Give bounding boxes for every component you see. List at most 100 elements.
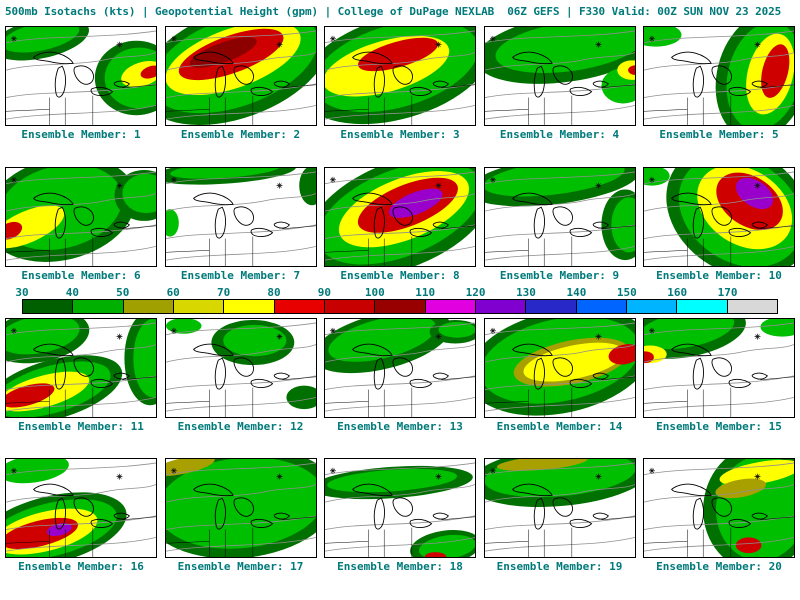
isotach-map — [325, 459, 475, 557]
ensemble-panel-6: Ensemble Member: 6 — [5, 167, 157, 282]
colorbar-tick: 30 — [15, 286, 29, 299]
station-star-icon — [170, 467, 282, 480]
map-member-14 — [483, 318, 636, 418]
state-borders — [484, 225, 635, 266]
colorbar-segment — [626, 300, 678, 313]
isotach-map — [484, 319, 635, 417]
panel-label: Ensemble Member: 19 — [496, 560, 623, 573]
panel-label: Ensemble Member: 9 — [499, 269, 620, 282]
colorbar-segment — [224, 300, 275, 313]
map-member-5 — [643, 26, 795, 126]
map-member-1 — [5, 26, 157, 126]
station-star-icon — [489, 327, 601, 340]
colorbar-segment — [274, 300, 325, 313]
state-borders — [644, 376, 794, 417]
ensemble-panel-4: Ensemble Member: 4 — [483, 26, 636, 141]
state-borders — [325, 225, 475, 266]
ensemble-panel-5: Ensemble Member: 5 — [643, 26, 795, 141]
state-borders — [644, 225, 794, 266]
isotach-map — [325, 27, 475, 125]
colorbar-segment — [576, 300, 627, 313]
great-lakes-outline — [671, 343, 768, 390]
state-borders — [484, 376, 635, 417]
station-star-icon — [10, 35, 123, 48]
great-lakes-outline — [511, 192, 609, 239]
great-lakes-outline — [33, 51, 130, 98]
ensemble-panel-19: Ensemble Member: 19 — [483, 458, 636, 573]
isotach-map — [165, 319, 316, 417]
colorbar-segment — [475, 300, 527, 313]
colorbar-tick: 60 — [166, 286, 180, 299]
colorbar-scale — [22, 299, 778, 314]
panel-label: Ensemble Member: 2 — [180, 128, 301, 141]
panel-label: Ensemble Member: 6 — [21, 269, 141, 282]
station-star-icon — [329, 35, 442, 48]
colorbar-tick: 90 — [317, 286, 332, 299]
isotach-map — [6, 168, 156, 266]
state-borders — [325, 516, 475, 557]
station-star-icon — [10, 467, 123, 480]
ensemble-row-3: Ensemble Member: 11 Ensemble Member: 12 En… — [0, 318, 800, 433]
ensemble-row-2: Ensemble Member: 6 Ensemble Member: 7 Ense… — [0, 167, 800, 282]
colorbar-tick: 50 — [116, 286, 130, 299]
colorbar-tick: 170 — [717, 286, 738, 299]
station-star-icon — [489, 176, 601, 189]
ensemble-panel-13: Ensemble Member: 13 — [324, 318, 476, 433]
station-star-icon — [329, 176, 442, 189]
colorbar-tick: 120 — [465, 286, 486, 299]
isotach-map — [644, 319, 794, 417]
isotach-map — [484, 168, 635, 266]
map-member-10 — [643, 167, 795, 267]
colorbar-segment — [425, 300, 476, 313]
panel-label: Ensemble Member: 18 — [337, 560, 463, 573]
ensemble-panel-18: Ensemble Member: 18 — [324, 458, 476, 573]
state-borders — [484, 516, 635, 557]
state-borders — [165, 225, 316, 266]
map-member-18 — [324, 458, 476, 558]
colorbar-tick: 40 — [65, 286, 80, 299]
station-star-icon — [648, 35, 761, 48]
colorbar-tick: 140 — [566, 286, 587, 299]
station-star-icon — [170, 327, 282, 340]
state-borders — [325, 376, 475, 417]
great-lakes-outline — [352, 192, 449, 239]
isotach-map — [644, 168, 794, 266]
panel-label: Ensemble Member: 10 — [656, 269, 782, 282]
great-lakes-outline — [33, 343, 130, 390]
map-member-3 — [324, 26, 476, 126]
isotach-map — [165, 459, 316, 557]
station-star-icon — [648, 467, 761, 480]
colorbar-tick: 80 — [267, 286, 281, 299]
panel-label: Ensemble Member: 4 — [499, 128, 620, 141]
map-member-13 — [324, 318, 476, 418]
great-lakes-outline — [671, 51, 768, 98]
colorbar-tick: 70 — [216, 286, 231, 299]
great-lakes-outline — [192, 192, 290, 239]
great-lakes-outline — [511, 343, 609, 390]
colorbar-tick: 100 — [364, 286, 385, 299]
map-member-15 — [643, 318, 795, 418]
station-star-icon — [170, 176, 282, 189]
ensemble-panel-17: Ensemble Member: 17 — [164, 458, 317, 573]
station-star-icon — [10, 327, 123, 340]
isotach-map — [6, 27, 156, 125]
isotach-map — [644, 27, 794, 125]
state-borders — [644, 516, 794, 557]
map-member-12 — [164, 318, 317, 418]
map-member-4 — [483, 26, 636, 126]
panel-label: Ensemble Member: 7 — [180, 269, 301, 282]
isotach-map — [484, 27, 635, 125]
ensemble-panel-8: Ensemble Member: 8 — [324, 167, 476, 282]
isotach-map — [6, 319, 156, 417]
isotach-map — [325, 319, 475, 417]
state-borders — [165, 376, 316, 417]
isotach-map — [484, 459, 635, 557]
isotach-map — [644, 459, 794, 557]
state-borders — [644, 84, 794, 125]
map-member-17 — [164, 458, 317, 558]
ensemble-panel-12: Ensemble Member: 12 — [164, 318, 317, 433]
station-star-icon — [489, 35, 601, 48]
great-lakes-outline — [33, 483, 130, 530]
map-member-8 — [324, 167, 476, 267]
ensemble-panel-16: Ensemble Member: 16 — [5, 458, 157, 573]
